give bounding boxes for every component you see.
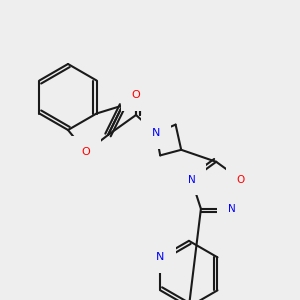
Text: N: N <box>152 128 160 138</box>
Text: N: N <box>156 252 164 262</box>
Text: N: N <box>188 175 195 185</box>
Text: O: O <box>237 175 245 185</box>
Text: O: O <box>82 147 90 157</box>
Text: O: O <box>132 90 140 100</box>
Text: N: N <box>228 204 236 214</box>
